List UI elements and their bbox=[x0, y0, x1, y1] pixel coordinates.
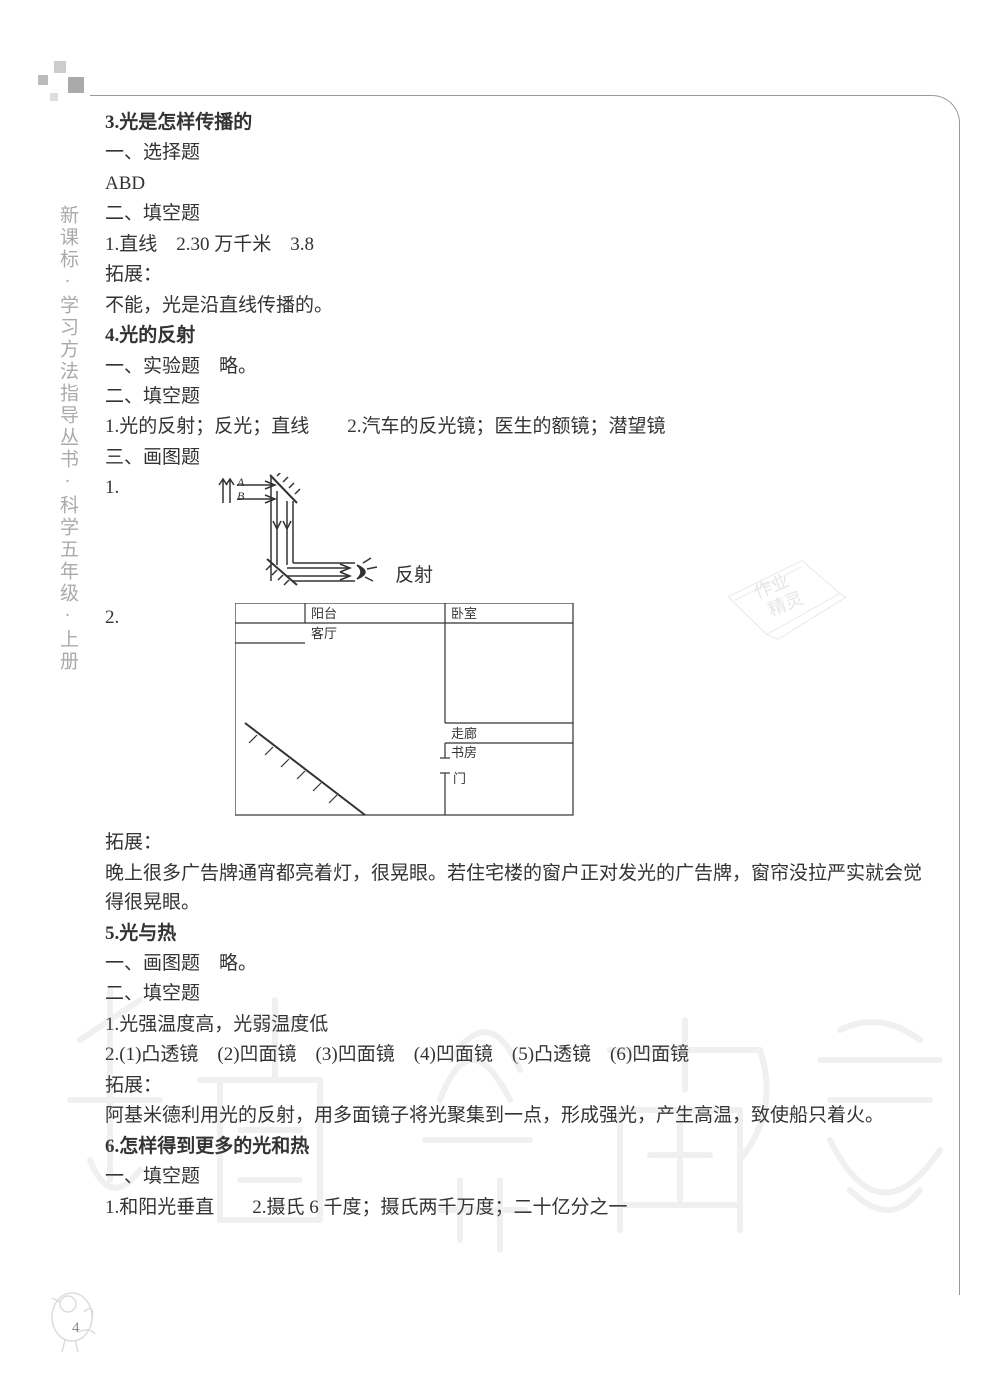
diagram-floorplan: 阳台 卧室 客厅 走廊 书房 门 bbox=[235, 603, 575, 818]
section-6-title: 6.怎样得到更多的光和热 bbox=[105, 1132, 930, 1161]
s5-part2-label: 二、填空题 bbox=[105, 979, 930, 1008]
d2-room6: 门 bbox=[453, 771, 466, 786]
s5-part2-line1: 1.光强温度高，光弱温度低 bbox=[105, 1010, 930, 1039]
s3-ext-text: 不能，光是沿直线传播的。 bbox=[105, 291, 930, 320]
s4-ext-text: 晚上很多广告牌通宵都亮着灯，很晃眼。若住宅楼的窗户正对发光的广告牌，窗帘没拉严实… bbox=[105, 859, 930, 918]
s4-d2-num: 2. bbox=[105, 603, 119, 632]
s3-part2-label: 二、填空题 bbox=[105, 199, 930, 228]
s6-part1-line1: 1.和阳光垂直 2.摄氏 6 千度；摄氏两千万度；二十亿分之一 bbox=[105, 1193, 930, 1222]
d2-room4: 走廊 bbox=[451, 726, 477, 741]
svg-text:B: B bbox=[237, 489, 245, 503]
s4-part1-label: 一、实验题 略。 bbox=[105, 352, 930, 381]
svg-text:A: A bbox=[236, 475, 245, 489]
s5-ext-text: 阿基米德利用光的反射，用多面镜子将光聚集到一点，形成强光，产生高温，致使船只着火… bbox=[105, 1101, 930, 1130]
section-3-title: 3.光是怎样传播的 bbox=[105, 108, 930, 137]
page-number: 4 bbox=[72, 1320, 80, 1337]
s3-part1-label: 一、选择题 bbox=[105, 138, 930, 167]
diagram-periscope: A B bbox=[215, 473, 385, 593]
s4-part3-label: 三、画图题 bbox=[105, 443, 930, 472]
d2-room3: 客厅 bbox=[311, 626, 337, 641]
d2-room5: 书房 bbox=[451, 745, 477, 760]
s4-part2-label: 二、填空题 bbox=[105, 382, 930, 411]
s5-ext-label: 拓展： bbox=[105, 1071, 930, 1100]
s5-part2-line2: 2.(1)凸透镜 (2)凹面镜 (3)凹面镜 (4)凹面镜 (5)凸透镜 (6)… bbox=[105, 1040, 930, 1069]
section-5-title: 5.光与热 bbox=[105, 919, 930, 948]
s4-part2-line1: 1.光的反射；反光；直线 2.汽车的反光镜；医生的额镜；潜望镜 bbox=[105, 412, 930, 441]
d2-room1: 阳台 bbox=[311, 606, 337, 621]
s6-part1-label: 一、填空题 bbox=[105, 1162, 930, 1191]
s4-ext-label: 拓展： bbox=[105, 828, 930, 857]
main-content: 3.光是怎样传播的 一、选择题 ABD 二、填空题 1.直线 2.30 万千米 … bbox=[105, 108, 930, 1223]
d2-room2: 卧室 bbox=[451, 606, 477, 621]
sidebar-title: 新课标·学习方法指导丛书·科学五年级·上册 bbox=[55, 205, 77, 673]
section-4-title: 4.光的反射 bbox=[105, 321, 930, 350]
page-bird-icon bbox=[40, 1272, 110, 1362]
s5-part1-label: 一、画图题 略。 bbox=[105, 949, 930, 978]
s4-d1-caption: 反射 bbox=[395, 561, 433, 590]
s3-part1-answer: ABD bbox=[105, 169, 930, 198]
s3-ext-label: 拓展： bbox=[105, 260, 930, 289]
s3-part2-line1: 1.直线 2.30 万千米 3.8 bbox=[105, 230, 930, 259]
s4-d1-num: 1. bbox=[105, 473, 119, 502]
